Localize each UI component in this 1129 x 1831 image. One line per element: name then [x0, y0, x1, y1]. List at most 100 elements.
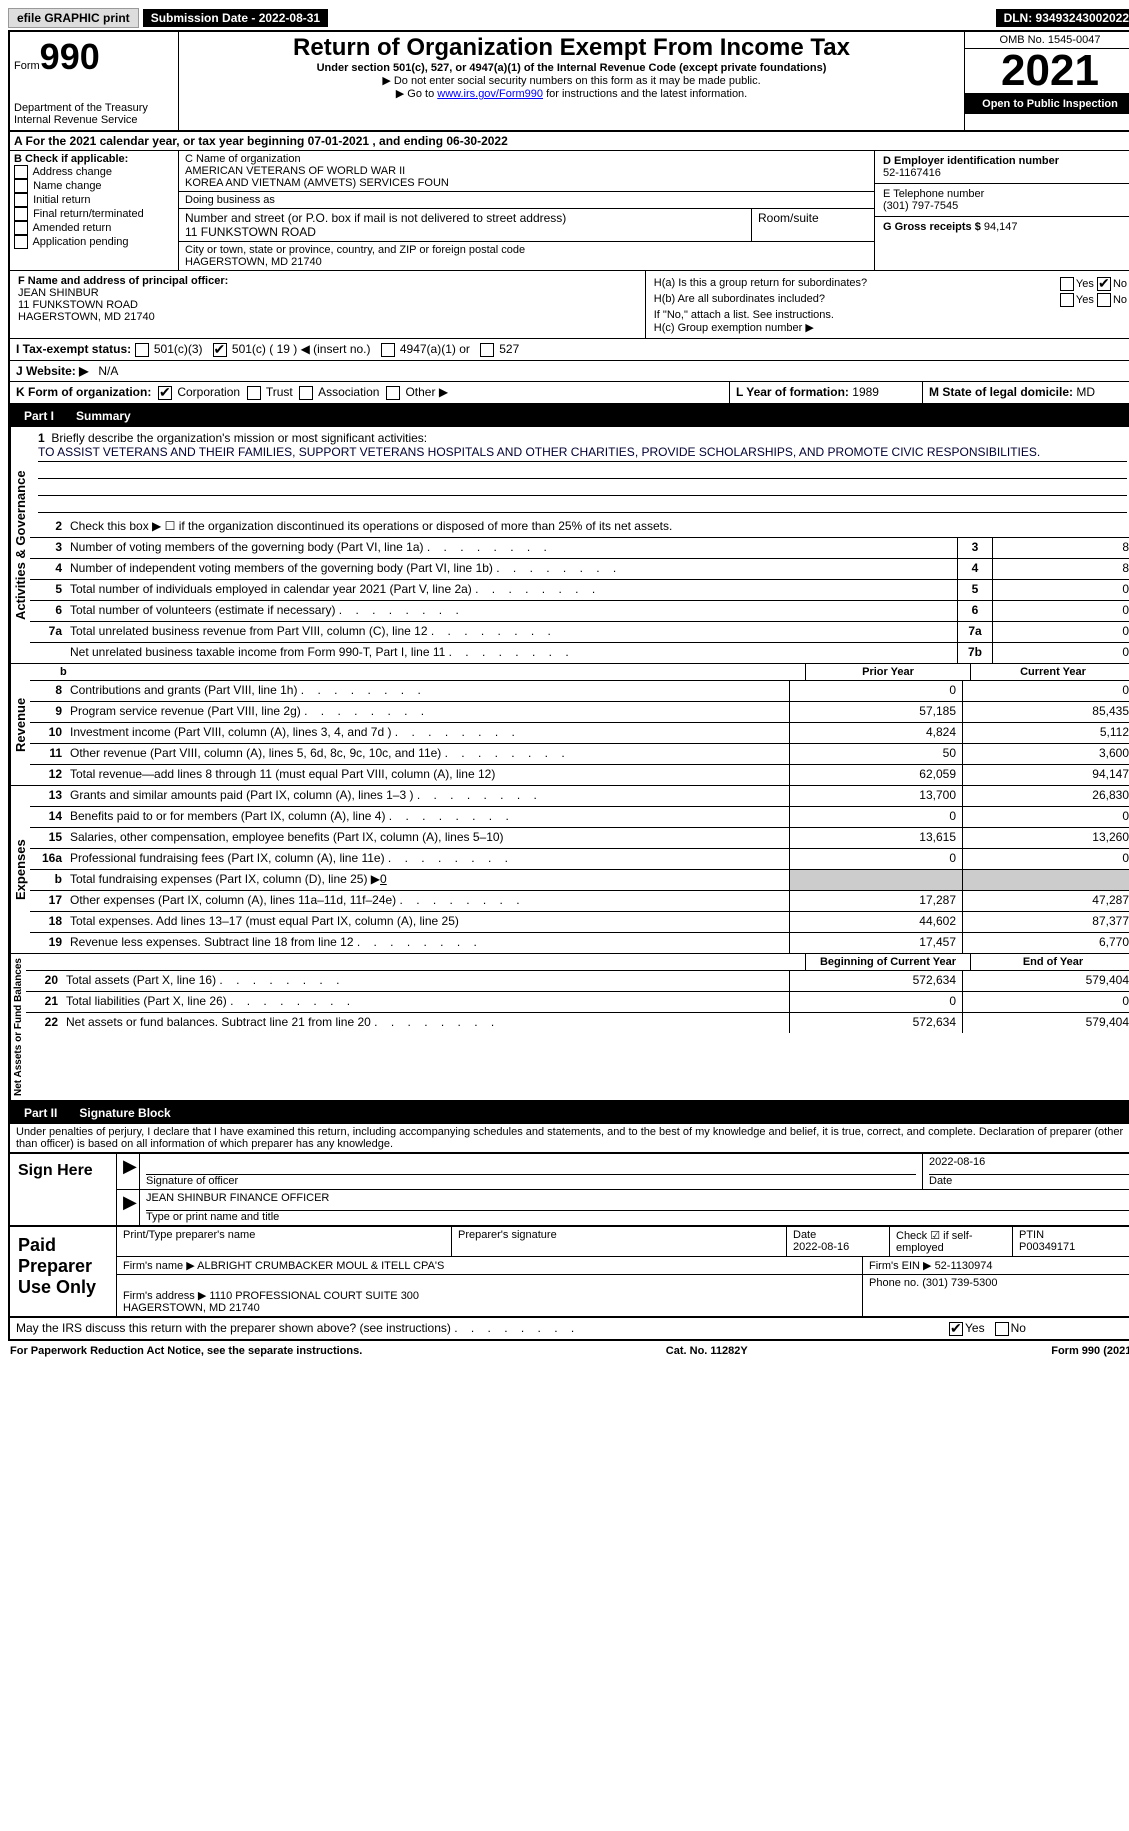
firm-name: ALBRIGHT CRUMBACKER MOUL & ITELL CPA'S — [197, 1260, 444, 1272]
cb-other[interactable] — [386, 386, 400, 400]
section-c: C Name of organization AMERICAN VETERANS… — [179, 151, 874, 270]
section-fh: F Name and address of principal officer:… — [8, 271, 1129, 339]
state-domicile: MD — [1076, 385, 1095, 399]
section-d: D Employer identification number 52-1167… — [874, 151, 1129, 270]
officer-name: JEAN SHINBUR — [18, 287, 99, 299]
section-i: I Tax-exempt status: 501(c)(3) 501(c) ( … — [8, 339, 1129, 361]
line-17: 17 Other expenses (Part IX, column (A), … — [30, 891, 1129, 912]
dln-label: DLN: 93493243002022 — [996, 9, 1129, 27]
paid-preparer-label: Paid Preparer Use Only — [10, 1227, 117, 1316]
gross-receipts: 94,147 — [984, 221, 1018, 233]
website-value: N/A — [98, 364, 118, 378]
line-13: 13 Grants and similar amounts paid (Part… — [30, 786, 1129, 807]
form-subtitle: Under section 501(c), 527, or 4947(a)(1)… — [185, 62, 958, 74]
cb-ha-no[interactable] — [1097, 277, 1111, 291]
line-16b: b Total fundraising expenses (Part IX, c… — [30, 870, 1129, 891]
phone-value: (301) 797-7545 — [883, 200, 958, 212]
year-formation: 1989 — [852, 385, 879, 399]
line-9: 9 Program service revenue (Part VIII, li… — [30, 702, 1129, 723]
open-to-public: Open to Public Inspection — [965, 94, 1129, 114]
officer-print-name: JEAN SHINBUR FINANCE OFFICER — [146, 1192, 1129, 1211]
cb-application-pending[interactable] — [14, 235, 28, 249]
self-employed-check[interactable]: Check ☑ if self-employed — [896, 1229, 1006, 1254]
cb-initial-return[interactable] — [14, 193, 28, 207]
vert-activities: Activities & Governance — [10, 427, 30, 663]
sign-here-label: Sign Here — [10, 1154, 117, 1225]
penalty-statement: Under penalties of perjury, I declare th… — [8, 1124, 1129, 1152]
section-bcd: B Check if applicable: Address change Na… — [8, 151, 1129, 271]
cb-hb-no[interactable] — [1097, 293, 1111, 307]
section-h: H(a) Is this a group return for subordin… — [646, 271, 1129, 338]
form-number: Form990 — [14, 36, 174, 78]
cb-association[interactable] — [299, 386, 313, 400]
line-a-tax-year: A For the 2021 calendar year, or tax yea… — [8, 132, 1129, 151]
ptin-value: P00349171 — [1019, 1241, 1129, 1253]
revenue-col-head: b Prior Year Current Year — [30, 664, 1129, 681]
note-link: ▶ Go to www.irs.gov/Form990 for instruct… — [185, 87, 958, 100]
netassets-block: Net Assets or Fund Balances Beginning of… — [8, 954, 1129, 1102]
submission-date: Submission Date - 2022-08-31 — [143, 9, 328, 27]
top-bar: efile GRAPHIC print Submission Date - 20… — [8, 8, 1129, 28]
line-6: 6 Total number of volunteers (estimate i… — [30, 601, 1129, 622]
section-f: F Name and address of principal officer:… — [10, 271, 646, 338]
header-right: OMB No. 1545-0047 2021 Open to Public In… — [964, 32, 1129, 130]
line-21: 21 Total liabilities (Part X, line 26) 0… — [26, 992, 1129, 1013]
arrow-icon: ▶ — [123, 1156, 137, 1176]
part1-header: Part I Summary — [8, 405, 1129, 427]
section-b: B Check if applicable: Address change Na… — [10, 151, 179, 270]
note-ssn: ▶ Do not enter social security numbers o… — [185, 74, 958, 87]
line-10: 10 Investment income (Part VIII, column … — [30, 723, 1129, 744]
mission-text: TO ASSIST VETERANS AND THEIR FAMILIES, S… — [38, 445, 1127, 462]
cb-corporation[interactable] — [158, 386, 172, 400]
line-12: 12 Total revenue—add lines 8 through 11 … — [30, 765, 1129, 785]
line-4: 4 Number of independent voting members o… — [30, 559, 1129, 580]
cb-amended-return[interactable] — [14, 221, 28, 235]
irs-link[interactable]: www.irs.gov/Form990 — [437, 88, 543, 100]
netassets-col-head: Beginning of Current Year End of Year — [26, 954, 1129, 971]
part2-header: Part II Signature Block — [8, 1102, 1129, 1124]
sign-here-block: Sign Here ▶ Signature of officer 2022-08… — [8, 1152, 1129, 1227]
sign-date: 2022-08-16 — [929, 1156, 1129, 1175]
line-11: 11 Other revenue (Part VIII, column (A),… — [30, 744, 1129, 765]
header-left: Form990 Department of the Treasury Inter… — [10, 32, 179, 130]
line-16a: 16a Professional fundraising fees (Part … — [30, 849, 1129, 870]
expenses-block: Expenses 13 Grants and similar amounts p… — [8, 786, 1129, 954]
efile-print-button[interactable]: efile GRAPHIC print — [8, 8, 139, 28]
line-5: 5 Total number of individuals employed i… — [30, 580, 1129, 601]
tax-year: 2021 — [965, 49, 1129, 94]
cb-527[interactable] — [480, 343, 494, 357]
header-mid: Return of Organization Exempt From Incom… — [179, 32, 964, 130]
discuss-row: May the IRS discuss this return with the… — [8, 1318, 1129, 1341]
cb-discuss-no[interactable] — [995, 1322, 1009, 1336]
line-7a: 7a Total unrelated business revenue from… — [30, 622, 1129, 643]
line-22: 22 Net assets or fund balances. Subtract… — [26, 1013, 1129, 1033]
cb-hb-yes[interactable] — [1060, 293, 1074, 307]
cb-name-change[interactable] — [14, 179, 28, 193]
line-18: 18 Total expenses. Add lines 13–17 (must… — [30, 912, 1129, 933]
cb-final-return[interactable] — [14, 207, 28, 221]
vert-expenses: Expenses — [10, 786, 30, 953]
ein-value: 52-1167416 — [883, 167, 941, 179]
paid-preparer-block: Paid Preparer Use Only Print/Type prepar… — [8, 1227, 1129, 1318]
form-title: Return of Organization Exempt From Incom… — [185, 34, 958, 62]
line-3: 3 Number of voting members of the govern… — [30, 538, 1129, 559]
line-15: 15 Salaries, other compensation, employe… — [30, 828, 1129, 849]
cb-501c3[interactable] — [135, 343, 149, 357]
cb-501c[interactable] — [213, 343, 227, 357]
preparer-date: 2022-08-16 — [793, 1241, 883, 1253]
page-footer: For Paperwork Reduction Act Notice, see … — [8, 1341, 1129, 1361]
cb-ha-yes[interactable] — [1060, 277, 1074, 291]
firm-ein: 52-1130974 — [935, 1260, 993, 1272]
activities-governance-block: Activities & Governance 1 Briefly descri… — [8, 427, 1129, 664]
vert-revenue: Revenue — [10, 664, 30, 785]
line-8: 8 Contributions and grants (Part VIII, l… — [30, 681, 1129, 702]
cb-address-change[interactable] — [14, 165, 28, 179]
mission-block: 1 Briefly describe the organization's mi… — [30, 427, 1129, 517]
line-14: 14 Benefits paid to or for members (Part… — [30, 807, 1129, 828]
cb-discuss-yes[interactable] — [949, 1322, 963, 1336]
dept-label: Department of the Treasury Internal Reve… — [14, 102, 174, 126]
cb-4947a1[interactable] — [381, 343, 395, 357]
arrow-icon: ▶ — [123, 1192, 137, 1212]
revenue-block: Revenue b Prior Year Current Year 8 Cont… — [8, 664, 1129, 786]
cb-trust[interactable] — [247, 386, 261, 400]
